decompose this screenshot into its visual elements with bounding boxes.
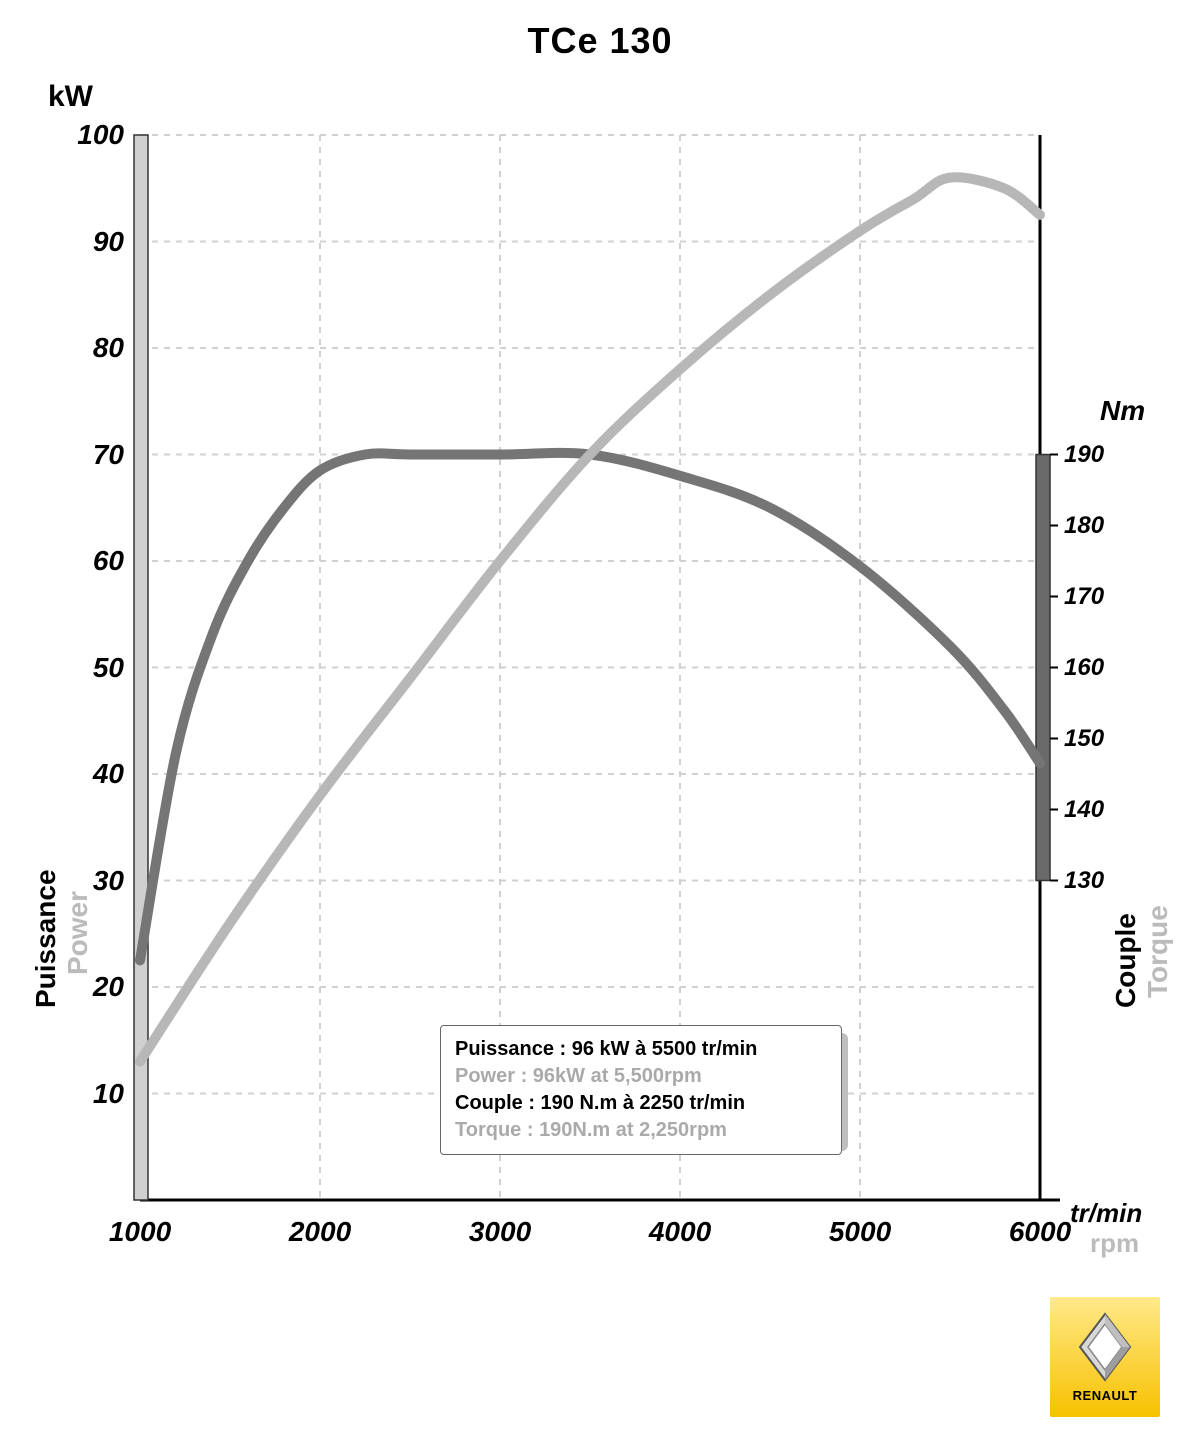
- x-tick: 3000: [469, 1216, 531, 1248]
- x-tick: 6000: [1009, 1216, 1071, 1248]
- info-line: Torque : 190N.m at 2,250rpm: [455, 1117, 827, 1144]
- y-right-tick: 190: [1064, 441, 1104, 469]
- y-left-tick: 60: [72, 545, 124, 577]
- x-tick: 1000: [109, 1216, 171, 1248]
- y-left-tick: 30: [72, 865, 124, 897]
- y-right-tick: 170: [1064, 583, 1104, 611]
- info-line: Power : 96kW at 5,500rpm: [455, 1063, 827, 1090]
- y-left-tick: 90: [72, 226, 124, 258]
- brand-name: RENAULT: [1073, 1388, 1138, 1403]
- y-right-tick: 140: [1064, 796, 1104, 824]
- renault-diamond-icon: [1075, 1312, 1135, 1382]
- y-right-tick: 180: [1064, 512, 1104, 540]
- x-tick: 5000: [829, 1216, 891, 1248]
- y-left-tick: 20: [72, 971, 124, 1003]
- info-line: Couple : 190 N.m à 2250 tr/min: [455, 1090, 827, 1117]
- info-box: Puissance : 96 kW à 5500 tr/minPower : 9…: [440, 1025, 842, 1155]
- y-left-tick: 100: [72, 119, 124, 151]
- torque-line: [140, 453, 1040, 960]
- y-left-tick: 40: [72, 758, 124, 790]
- y-right-tick: 130: [1064, 867, 1104, 895]
- x-tick: 2000: [289, 1216, 351, 1248]
- y-right-tick: 160: [1064, 654, 1104, 682]
- y-left-tick: 10: [72, 1078, 124, 1110]
- y-right-tick: 150: [1064, 725, 1104, 753]
- y-left-tick: 50: [72, 652, 124, 684]
- y-left-tick: 80: [72, 332, 124, 364]
- info-line: Puissance : 96 kW à 5500 tr/min: [455, 1036, 827, 1063]
- y-left-tick: 70: [72, 439, 124, 471]
- x-tick: 4000: [649, 1216, 711, 1248]
- brand-logo: RENAULT: [1050, 1297, 1160, 1417]
- power-line: [140, 177, 1040, 1061]
